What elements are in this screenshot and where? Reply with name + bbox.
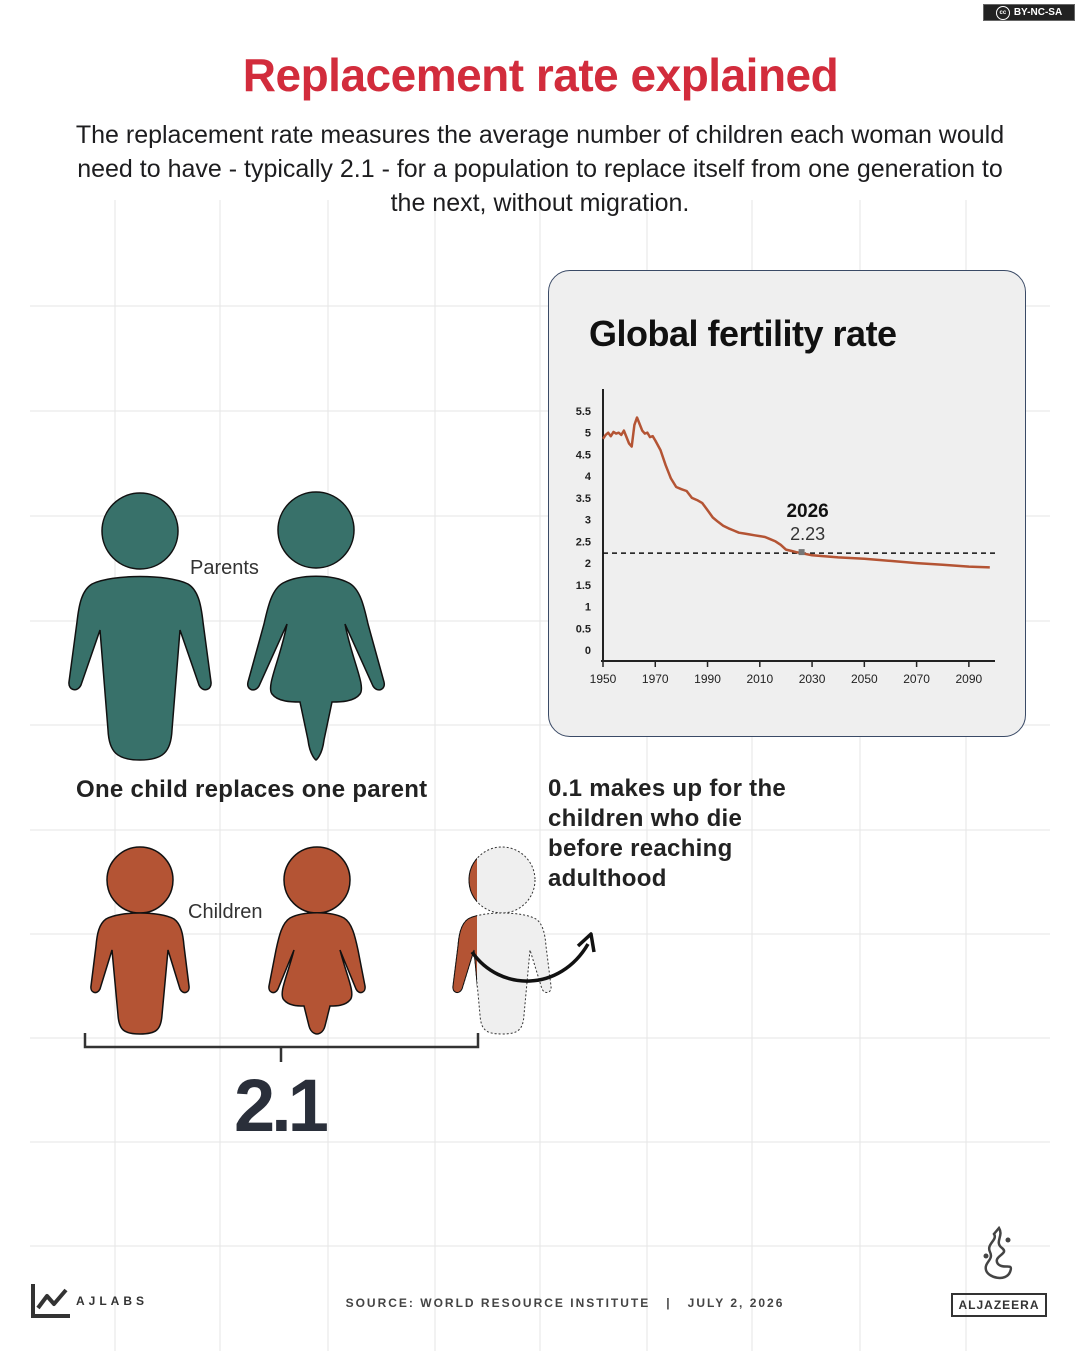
son-figure <box>90 846 190 1035</box>
annotation-marker <box>798 549 805 556</box>
x-tick-label: 2050 <box>851 672 878 686</box>
children-label: Children <box>188 901 263 923</box>
parents-label: Parents <box>190 557 259 579</box>
creative-commons-icon: cc <box>995 5 1010 20</box>
x-tick-label: 1970 <box>642 672 669 686</box>
footer-source: SOURCE: WORLD RESOURCE INSTITUTE | JULY … <box>0 1296 1081 1310</box>
daughter-figure <box>268 846 366 1035</box>
one-child-text: One child replaces one parent <box>76 776 428 803</box>
aljazeera-text: ALJAZEERA <box>951 1293 1047 1317</box>
ajlabs-chart-icon <box>31 1284 70 1318</box>
father-figure <box>68 492 212 761</box>
date-text: JULY 2, 2026 <box>687 1296 785 1310</box>
y-tick-label: 2 <box>585 558 591 570</box>
x-tick-label: 2070 <box>903 672 930 686</box>
annotation-value: 2.23 <box>790 524 825 544</box>
y-tick-label: 5.5 <box>576 406 591 418</box>
replacement-value: 2.1 <box>234 1064 329 1147</box>
extra-child-figure <box>452 846 552 1035</box>
license-badge: cc BY-NC-SA <box>983 4 1075 21</box>
extra-note-text: 0.1 makes up for the children who die be… <box>548 775 787 892</box>
y-tick-label: 3.5 <box>576 493 591 505</box>
fertility-chart-card: Global fertility rate 0 0.5 1 1.5 2 2.5 3 3.5 4 4… <box>548 270 1026 737</box>
y-tick-label: 4.5 <box>576 449 591 461</box>
y-tick-label: 5 <box>585 428 591 440</box>
aljazeera-calligraphy-icon <box>983 1225 1013 1280</box>
footer-separator: | <box>655 1296 683 1310</box>
y-tick-label: 1.5 <box>576 580 591 592</box>
y-tick-label: 0 <box>585 645 591 657</box>
mother-figure <box>246 491 386 761</box>
page-title: Replacement rate explained <box>242 49 839 101</box>
x-tick-label: 1950 <box>590 672 617 686</box>
y-tick-label: 3 <box>585 515 591 527</box>
x-tick-label: 2010 <box>746 672 773 686</box>
ajlabs-logo: AJLABS <box>30 1282 148 1318</box>
y-tick-label: 2.5 <box>576 536 591 548</box>
bracket <box>83 1033 480 1062</box>
x-tick-label: 2090 <box>956 672 983 686</box>
fertility-line-chart: 0 0.5 1 1.5 2 2.5 3 3.5 4 4.5 5 5.5 1950 1970 1990 2010… <box>576 389 995 686</box>
curved-arrow-icon <box>470 932 596 983</box>
license-text: BY-NC-SA <box>1013 7 1063 18</box>
page-subtitle: The replacement rate measures the averag… <box>75 121 1005 217</box>
aljazeera-logo: ALJAZEERA <box>951 1225 1047 1317</box>
y-tick-label: 1 <box>585 602 591 614</box>
annotation-year: 2026 <box>786 501 828 522</box>
y-tick-label: 4 <box>585 471 592 483</box>
x-tick-label: 2030 <box>799 672 826 686</box>
ajlabs-text: AJLABS <box>76 1294 149 1308</box>
fertility-series-line <box>601 416 990 569</box>
chart-title: Global fertility rate <box>589 313 897 354</box>
source-text: SOURCE: WORLD RESOURCE INSTITUTE <box>345 1296 651 1310</box>
y-tick-label: 0.5 <box>576 623 591 635</box>
x-tick-label: 1990 <box>694 672 721 686</box>
